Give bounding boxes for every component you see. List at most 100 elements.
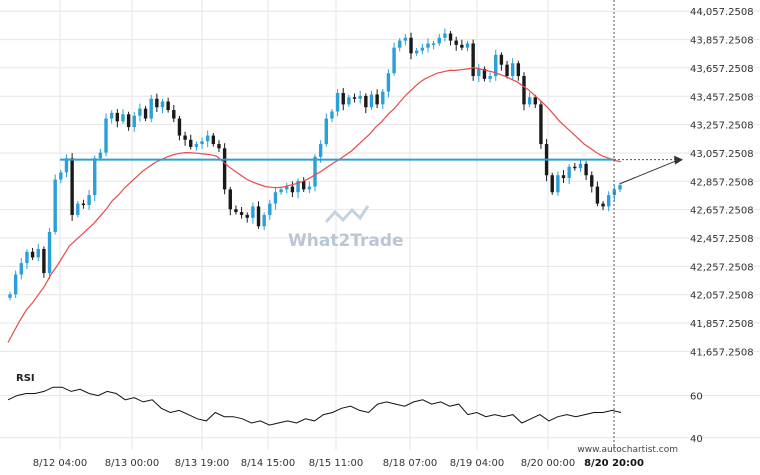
candle-body bbox=[13, 274, 18, 295]
forecast-arrow-head bbox=[674, 155, 683, 165]
candle-body bbox=[364, 95, 368, 108]
candle-body bbox=[42, 248, 46, 274]
x-tick-label: 8/18 07:00 bbox=[383, 458, 437, 469]
candle-body bbox=[522, 76, 526, 105]
x-tick-label: 8/20 00:00 bbox=[521, 458, 575, 469]
candle-body bbox=[386, 73, 391, 92]
candle-body bbox=[313, 156, 317, 187]
candle-body bbox=[431, 43, 436, 45]
candle-body bbox=[601, 203, 605, 207]
candle-body bbox=[19, 263, 23, 275]
y-tick-label: 41,657.2508 bbox=[690, 347, 754, 358]
candle-body bbox=[149, 98, 153, 119]
y-tick-label: 42,457.2508 bbox=[690, 234, 754, 245]
y-tick-label: 43,057.2508 bbox=[690, 149, 754, 160]
candle-body bbox=[126, 114, 131, 128]
y-tick-label: 41,857.2508 bbox=[690, 319, 754, 330]
candle-body bbox=[437, 37, 441, 44]
candle-body bbox=[567, 166, 571, 179]
y-tick-label: 42,257.2508 bbox=[690, 262, 754, 273]
candle-body bbox=[8, 294, 12, 298]
candle-body bbox=[561, 175, 566, 179]
candle-body bbox=[477, 68, 481, 77]
candle-body bbox=[64, 158, 69, 173]
candle-body bbox=[573, 166, 577, 169]
watermark-icon bbox=[324, 205, 370, 224]
x-tick-label: 8/20 20:00 bbox=[584, 458, 644, 469]
candle-body bbox=[302, 180, 306, 190]
candle-body bbox=[53, 179, 57, 232]
candle-body bbox=[132, 115, 136, 128]
candle-body bbox=[510, 63, 515, 77]
candle-body bbox=[398, 40, 402, 48]
candle-body bbox=[403, 37, 408, 41]
candle-body bbox=[494, 54, 498, 77]
candle-body bbox=[256, 206, 261, 227]
candle-body bbox=[307, 186, 312, 190]
x-tick-label: 8/13 00:00 bbox=[105, 458, 159, 469]
candle-body bbox=[138, 108, 142, 116]
candle-body bbox=[211, 135, 216, 145]
candle-body bbox=[59, 172, 63, 180]
y-tick-label: 42,057.2508 bbox=[690, 291, 754, 302]
candle-body bbox=[87, 195, 91, 206]
candle-body bbox=[590, 175, 594, 187]
candle-body bbox=[177, 118, 182, 136]
candle-body bbox=[160, 101, 165, 108]
candle-body bbox=[482, 68, 487, 79]
candle-body bbox=[471, 43, 475, 77]
watermark-logo: What2Trade bbox=[288, 205, 404, 251]
candle-body bbox=[369, 94, 374, 108]
candle-body bbox=[330, 111, 334, 119]
candle-body bbox=[516, 63, 521, 77]
candle-body bbox=[318, 144, 323, 157]
candle-body bbox=[98, 152, 103, 159]
y-tick-label: 43,657.2508 bbox=[690, 64, 754, 75]
candle-body bbox=[172, 110, 176, 119]
candle-body bbox=[143, 108, 148, 119]
candle-body bbox=[166, 101, 170, 111]
candle-body bbox=[409, 37, 413, 54]
candle-body bbox=[47, 231, 52, 274]
moving-average-line bbox=[7, 66, 622, 343]
candle-body bbox=[217, 144, 221, 149]
credit-text: www.autochartist.com bbox=[577, 445, 678, 455]
candle-body bbox=[347, 97, 351, 105]
x-tick-label: 8/12 04:00 bbox=[33, 458, 87, 469]
candle-body bbox=[358, 95, 362, 99]
candle-body bbox=[104, 118, 108, 153]
candle-body bbox=[194, 144, 199, 147]
rsi-tick-label: 40 bbox=[690, 434, 703, 445]
candle-body bbox=[109, 112, 114, 119]
candle-body bbox=[414, 50, 419, 54]
x-tick-label: 8/15 11:00 bbox=[309, 458, 363, 469]
y-tick-label: 42,657.2508 bbox=[690, 206, 754, 217]
rsi-tick-label: 60 bbox=[690, 392, 703, 403]
candle-body bbox=[578, 163, 583, 169]
candle-body bbox=[392, 47, 396, 74]
candle-body bbox=[279, 189, 283, 193]
candle-body bbox=[81, 203, 86, 206]
candle-body bbox=[245, 214, 249, 218]
candle-body bbox=[426, 43, 430, 48]
candle-body bbox=[584, 163, 588, 176]
candle-body bbox=[465, 43, 470, 48]
candle-body bbox=[352, 97, 357, 99]
rsi-line bbox=[7, 386, 622, 426]
candle-body bbox=[595, 186, 600, 204]
candle-body bbox=[454, 40, 458, 45]
candle-body bbox=[76, 203, 80, 215]
candle-body bbox=[268, 203, 272, 215]
candle-body bbox=[505, 64, 509, 77]
candle-body bbox=[200, 141, 204, 145]
candle-body bbox=[420, 47, 425, 51]
y-tick-label: 44,057.2508 bbox=[690, 7, 754, 18]
candle-body bbox=[262, 214, 266, 227]
candle-body bbox=[607, 195, 611, 207]
candle-body bbox=[443, 33, 447, 38]
candle-body bbox=[115, 112, 120, 122]
candles bbox=[8, 28, 622, 301]
candle-body bbox=[341, 93, 345, 105]
candle-body bbox=[70, 158, 74, 215]
